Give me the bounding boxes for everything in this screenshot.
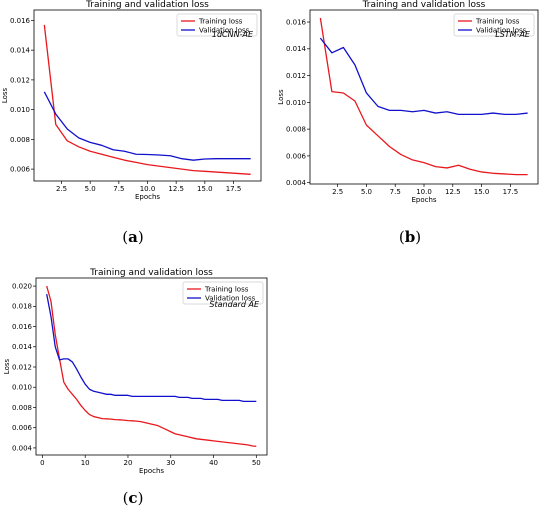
- y-tick-label: 0.010: [12, 384, 32, 392]
- y-tick-label: 0.010: [10, 106, 30, 114]
- y-tick-label: 0.010: [286, 99, 306, 107]
- y-tick-label: 0.006: [10, 166, 31, 174]
- y-axis-label: Loss: [277, 89, 285, 105]
- legend-label: Validation loss: [205, 294, 256, 302]
- legend-label: Training loss: [204, 285, 249, 293]
- x-tick-label: 15.0: [197, 185, 213, 193]
- legend-box: [182, 281, 264, 305]
- legend-box: [453, 13, 535, 37]
- y-tick-label: 0.014: [286, 45, 307, 53]
- series-line-training: [43, 24, 251, 175]
- y-tick-label: 0.004: [286, 179, 307, 187]
- x-axis-label: Epochs: [139, 467, 164, 475]
- x-tick-label: 30: [166, 459, 175, 467]
- y-tick-label: 0.014: [10, 47, 31, 55]
- panel-label-letter: a: [128, 228, 138, 246]
- x-tick-label: 0: [40, 459, 44, 467]
- x-axis-label: Epochs: [411, 196, 436, 204]
- y-tick-label: 0.008: [10, 136, 30, 144]
- y-tick-label: 0.008: [286, 126, 306, 134]
- series-line-validation: [319, 37, 528, 116]
- panel-label-letter: c: [128, 489, 137, 507]
- x-tick-label: 10.0: [140, 185, 156, 193]
- x-axis-label: Epochs: [135, 193, 160, 201]
- x-tick-label: 17.5: [503, 188, 519, 196]
- panel-label-close: ): [138, 228, 144, 246]
- series-line-validation: [43, 91, 251, 161]
- legend-label: Training loss: [198, 17, 243, 25]
- panel-label-close: ): [415, 228, 421, 246]
- x-tick-label: 50: [252, 459, 261, 467]
- y-tick-label: 0.012: [12, 363, 32, 371]
- x-tick-label: 40: [209, 459, 218, 467]
- x-tick-label: 5.0: [85, 185, 96, 193]
- y-axis-label: Loss: [1, 87, 9, 103]
- panel-label-letter: b: [405, 228, 416, 246]
- x-tick-label: 7.5: [390, 188, 401, 196]
- x-tick-label: 7.5: [113, 185, 124, 193]
- model-annotation: LSTM-AE: [495, 30, 531, 39]
- chart-panel-2: Training and validation loss 2.5 5.0 7.5 10.…: [277, 0, 539, 246]
- y-tick-label: 0.016: [10, 17, 31, 25]
- y-tick-label: 0.008: [12, 404, 32, 412]
- model-annotation: 1dCNN-AE: [212, 30, 254, 39]
- x-tick-label: 5.0: [361, 188, 372, 196]
- x-tick-label: 12.5: [445, 188, 461, 196]
- y-tick-label: 0.006: [12, 424, 33, 432]
- panel-label-open: (: [123, 489, 129, 507]
- y-tick-label: 0.020: [12, 282, 32, 290]
- y-tick-label: 0.016: [286, 18, 307, 26]
- y-axis-label: Loss: [3, 358, 11, 374]
- y-tick-label: 0.018: [12, 303, 32, 311]
- panel-label: (a): [122, 228, 143, 246]
- x-tick-label: 10.0: [416, 188, 432, 196]
- x-tick-label: 10: [81, 459, 90, 467]
- x-tick-label: 15.0: [474, 188, 490, 196]
- y-tick-label: 0.012: [286, 72, 306, 80]
- plot-frame: [35, 277, 268, 456]
- chart-panel-3: Training and validation loss 0 10 20 30 40 50 0…: [3, 268, 268, 507]
- y-tick-label: 0.014: [12, 343, 33, 351]
- chart-title: Training and validation loss: [362, 0, 486, 10]
- y-tick-label: 0.016: [12, 323, 33, 331]
- x-tick-label: 20: [124, 459, 133, 467]
- legend-label: Training loss: [475, 17, 520, 25]
- panel-label-open: (: [399, 228, 405, 246]
- legend-box: [176, 13, 258, 37]
- legend-label: Validation loss: [476, 26, 527, 34]
- x-tick-label: 17.5: [226, 185, 242, 193]
- chart-title: Training and validation loss: [85, 0, 209, 10]
- series-line-training: [319, 17, 528, 176]
- chart-panel-1: Training and validation loss 2.5 5.0 7.5 10.…: [1, 0, 262, 246]
- panel-label: (c): [123, 489, 144, 507]
- y-tick-label: 0.004: [12, 444, 33, 452]
- panel-label-open: (: [122, 228, 128, 246]
- x-tick-label: 12.5: [168, 185, 184, 193]
- series-line-training: [46, 285, 257, 448]
- y-tick-label: 0.012: [10, 76, 30, 84]
- panel-label: (b): [399, 228, 421, 246]
- panel-label-close: ): [138, 489, 144, 507]
- x-tick-label: 2.5: [332, 188, 343, 196]
- series-line-validation: [46, 294, 257, 403]
- y-tick-label: 0.006: [286, 152, 307, 160]
- model-annotation: Standard AE: [209, 300, 260, 309]
- legend-label: Validation loss: [199, 26, 250, 34]
- x-tick-label: 2.5: [56, 185, 67, 193]
- chart-title: Training and validation loss: [89, 268, 213, 278]
